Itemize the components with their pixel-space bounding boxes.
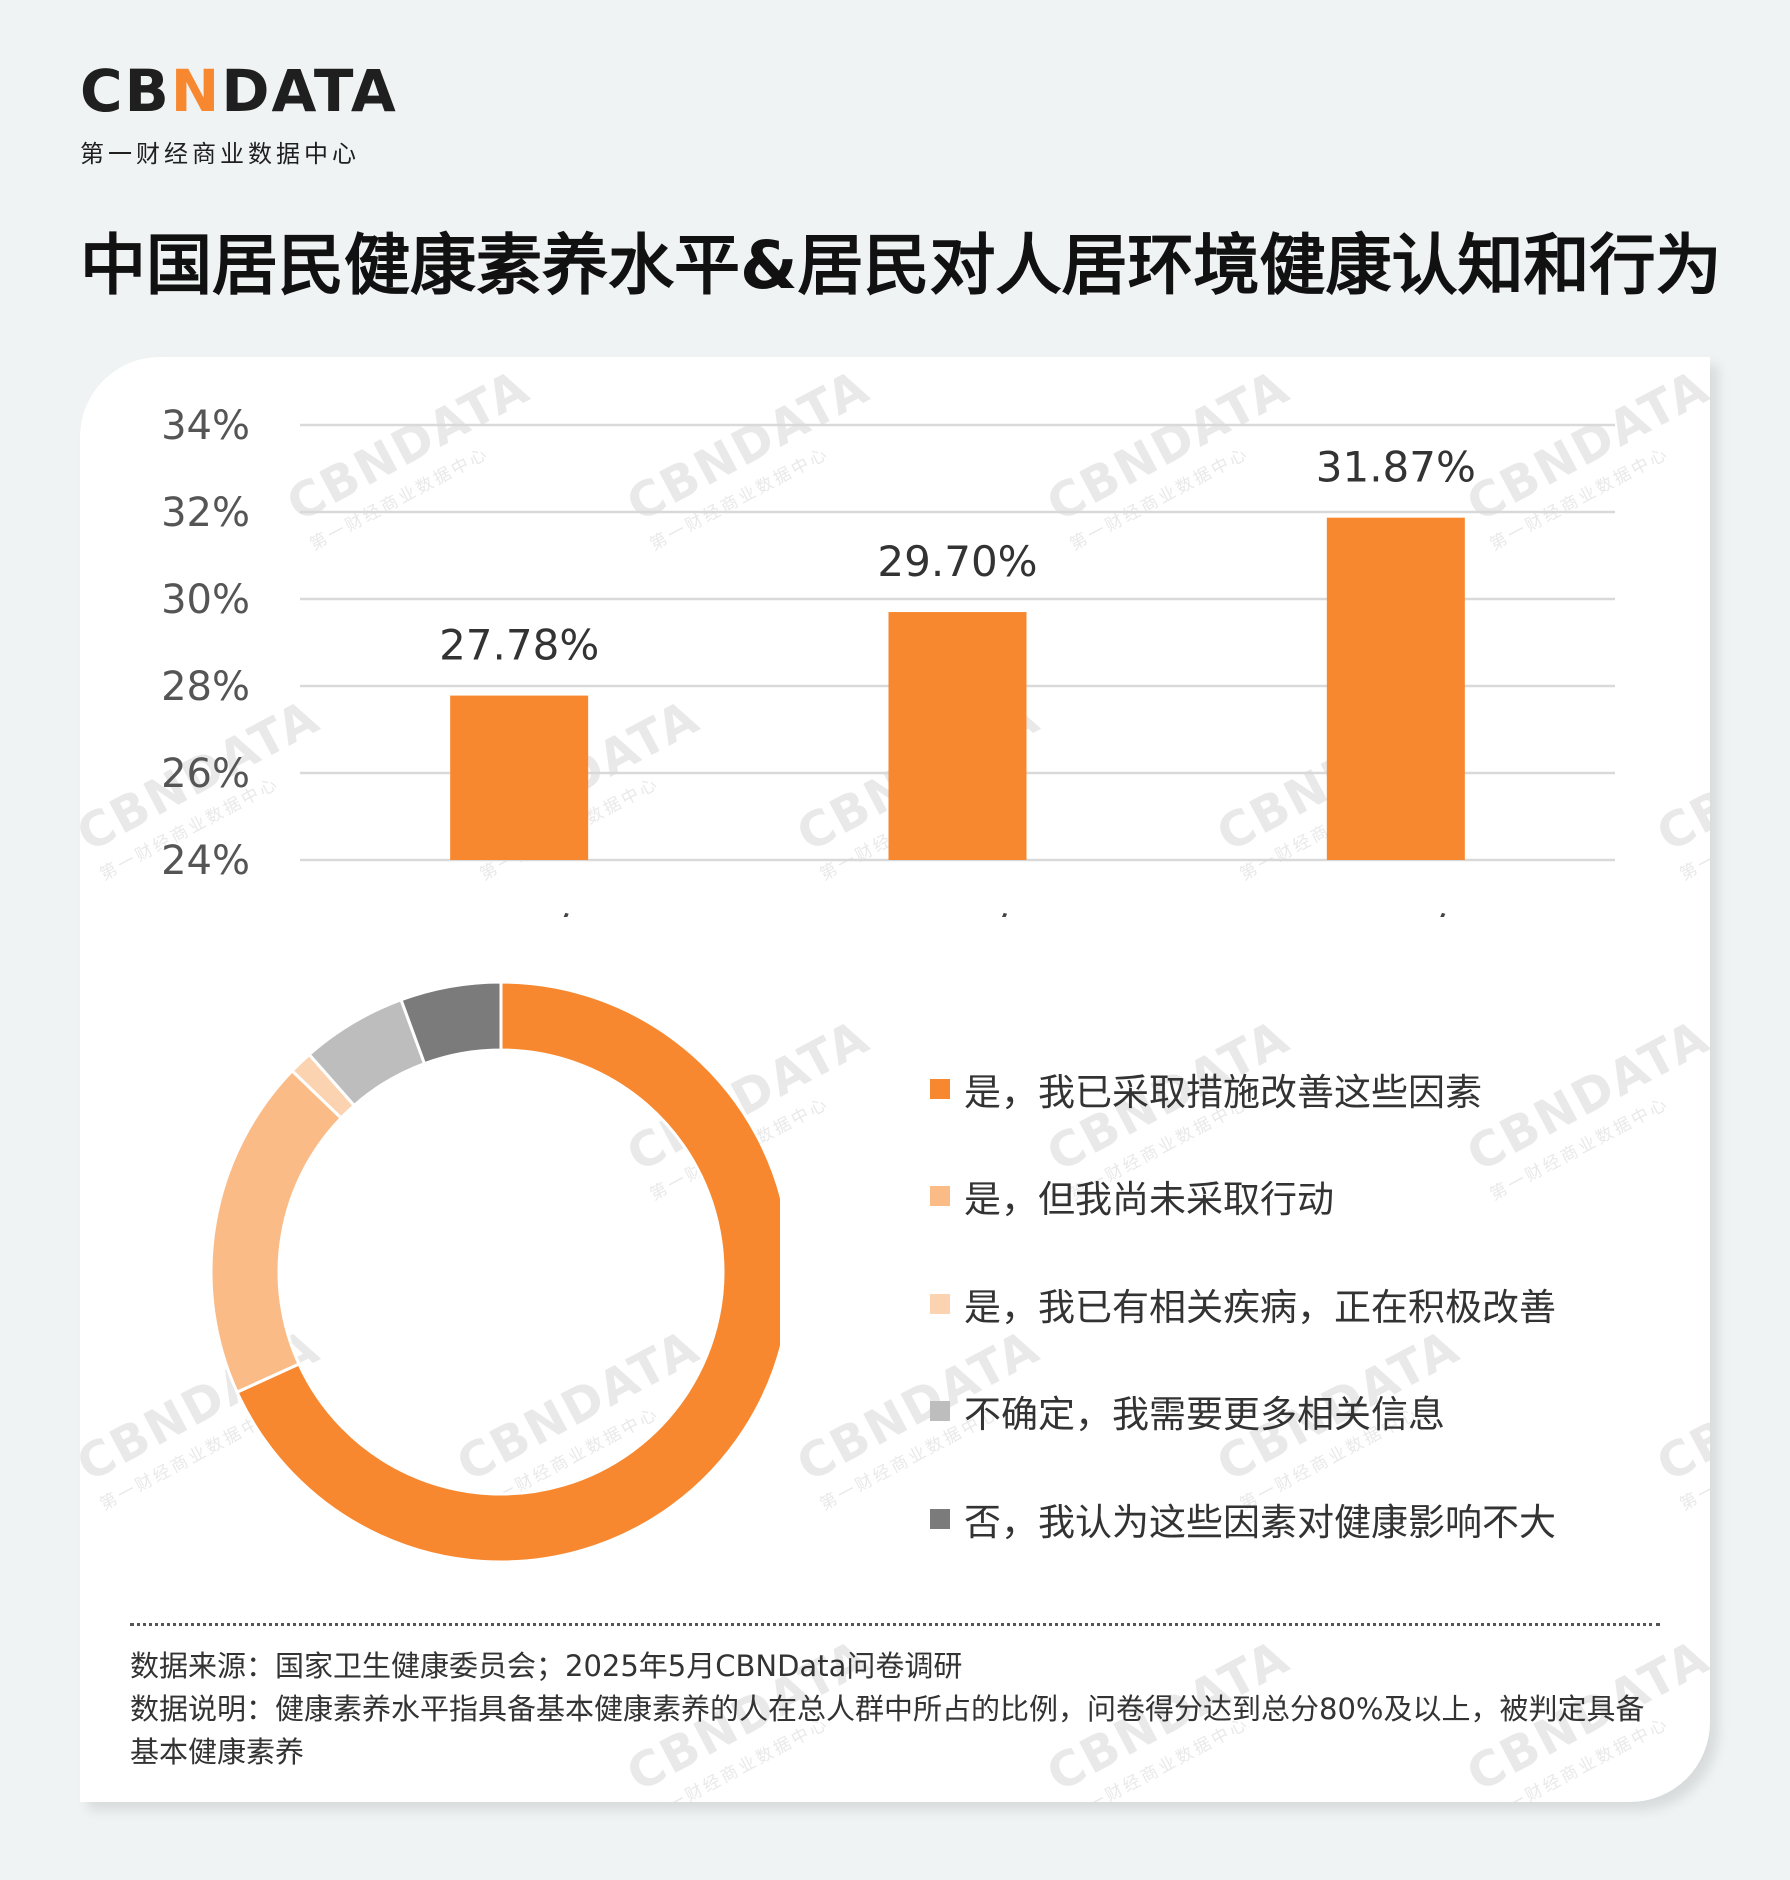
footer-divider [130, 1623, 1660, 1626]
legend-label: 否，我认为这些因素对健康影响不大 [964, 1501, 1556, 1544]
bar-chart: 24% 26% 28% 30% 32% 34% 27.78% 2022年 29.70% 2023年… [161, 403, 1615, 917]
legend-swatch [930, 1186, 950, 1206]
x-tick-label: 2022年 [441, 910, 597, 917]
legend-label: 是，我已有相关疾病，正在积极改善 [964, 1286, 1556, 1329]
data-note: 数据说明：健康素养水平指具备基本健康素养的人在总人群中所占的比例，问卷得分达到总… [130, 1692, 1645, 1769]
donut-slice [235, 980, 780, 1564]
bar [1326, 517, 1465, 860]
y-tick-label: 32% [161, 490, 250, 536]
legend-swatch [930, 1079, 950, 1099]
legend-item: 不确定，我需要更多相关信息 [930, 1384, 1445, 1438]
legend-item: 否，我认为这些因素对健康影响不大 [930, 1492, 1556, 1546]
legend-label: 不确定，我需要更多相关信息 [964, 1393, 1445, 1436]
donut-slice [209, 1068, 344, 1395]
donut-chart [209, 980, 780, 1564]
y-tick-label: 28% [161, 664, 250, 710]
page-title: 中国居民健康素养水平&居民对人居环境健康认知和行为 [80, 227, 1722, 304]
legend-swatch [930, 1294, 950, 1314]
donut-slice [399, 980, 503, 1066]
bar [450, 695, 589, 860]
bar-value-label: 31.87% [1316, 443, 1476, 492]
logo-wordmark: CBNDATA [80, 57, 398, 125]
logo-subtitle: 第一财经商业数据中心 [80, 140, 360, 168]
legend-item: 是，我已采取措施改善这些因素 [930, 1062, 1482, 1116]
y-tick-label: 24% [161, 838, 250, 884]
chart-card: CBNDATA 第一财经商业数据中心 CBNDATA 第一财经商业数据中心 CBNDAT… [80, 357, 1710, 1802]
legend-item: 是，但我尚未采取行动 [930, 1169, 1334, 1223]
brand-logo: CBNDATA 第一财经商业数据中心 [80, 62, 398, 169]
x-tick-label: 2023年 [880, 910, 1036, 917]
bar-value-label: 29.70% [877, 537, 1037, 586]
y-tick-label: 34% [161, 403, 250, 449]
data-source: 数据来源：国家卫生健康委员会；2025年5月CBNData问卷调研 [130, 1649, 963, 1683]
y-tick-label: 26% [161, 751, 250, 797]
legend-swatch [930, 1401, 950, 1421]
bar [888, 612, 1027, 860]
legend-swatch [930, 1509, 950, 1529]
x-tick-label: 2024年 [1318, 910, 1474, 917]
legend-label: 是，我已采取措施改善这些因素 [964, 1071, 1482, 1114]
y-tick-label: 30% [161, 577, 250, 623]
bar-value-label: 27.78% [439, 621, 599, 670]
legend-item: 是，我已有相关疾病，正在积极改善 [930, 1277, 1556, 1331]
legend-label: 是，但我尚未采取行动 [964, 1178, 1334, 1221]
